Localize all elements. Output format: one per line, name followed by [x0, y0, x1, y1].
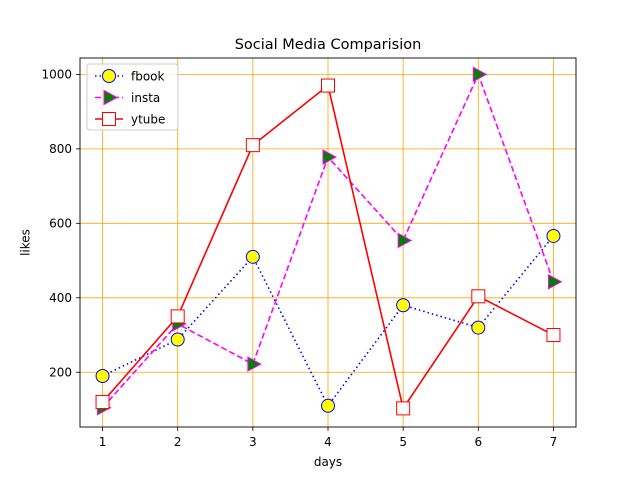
data-point — [245, 138, 260, 153]
data-point — [547, 273, 563, 290]
x-tick-label: 1 — [99, 435, 107, 449]
data-point — [321, 78, 335, 93]
legend-item-ytube: ytube — [95, 112, 165, 127]
data-point — [396, 401, 411, 416]
legend-label: fbook — [131, 70, 165, 84]
series-ytube — [95, 78, 561, 416]
y-tick-label: 200 — [49, 365, 72, 379]
series-fbook — [95, 228, 561, 413]
data-point — [170, 332, 185, 347]
data-point — [322, 149, 338, 165]
data-point — [245, 249, 260, 264]
x-tick-label: 3 — [249, 435, 257, 449]
y-axis-label: likes — [19, 229, 33, 256]
data-point — [95, 368, 110, 383]
data-point — [396, 298, 411, 313]
legend-item-insta: insta — [95, 89, 160, 106]
x-axis: 1 2 3 4 5 6 7 — [99, 427, 558, 449]
data-point — [397, 232, 413, 249]
legend-label: ytube — [131, 113, 165, 127]
data-point — [471, 289, 486, 304]
chart-title: Social Media Comparision — [235, 37, 422, 53]
data-point — [472, 66, 488, 83]
x-tick-label: 5 — [399, 435, 407, 449]
y-tick-label: 800 — [49, 142, 72, 156]
x-tick-label: 4 — [324, 435, 332, 449]
legend: fbook insta ytube — [86, 63, 179, 131]
legend-marker — [102, 112, 116, 126]
data-point — [546, 328, 561, 343]
data-point — [321, 398, 335, 413]
legend-marker — [103, 89, 119, 106]
y-axis: 200 400 600 800 1000 — [41, 67, 80, 379]
legend-label: insta — [131, 91, 160, 105]
x-tick-label: 2 — [174, 435, 182, 449]
y-tick-label: 400 — [49, 291, 72, 305]
legend-item-fbook: fbook — [95, 69, 165, 84]
data-point — [170, 309, 185, 324]
y-tick-label: 1000 — [41, 67, 72, 81]
x-tick-label: 6 — [474, 435, 482, 449]
y-tick-label: 600 — [49, 216, 72, 230]
x-tick-label: 7 — [550, 435, 558, 449]
data-point — [471, 320, 486, 335]
x-axis-label: days — [314, 455, 342, 469]
series-layer — [95, 66, 563, 416]
data-point — [247, 356, 262, 372]
data-point — [546, 228, 561, 243]
legend-marker — [102, 69, 116, 83]
data-point — [95, 395, 110, 410]
